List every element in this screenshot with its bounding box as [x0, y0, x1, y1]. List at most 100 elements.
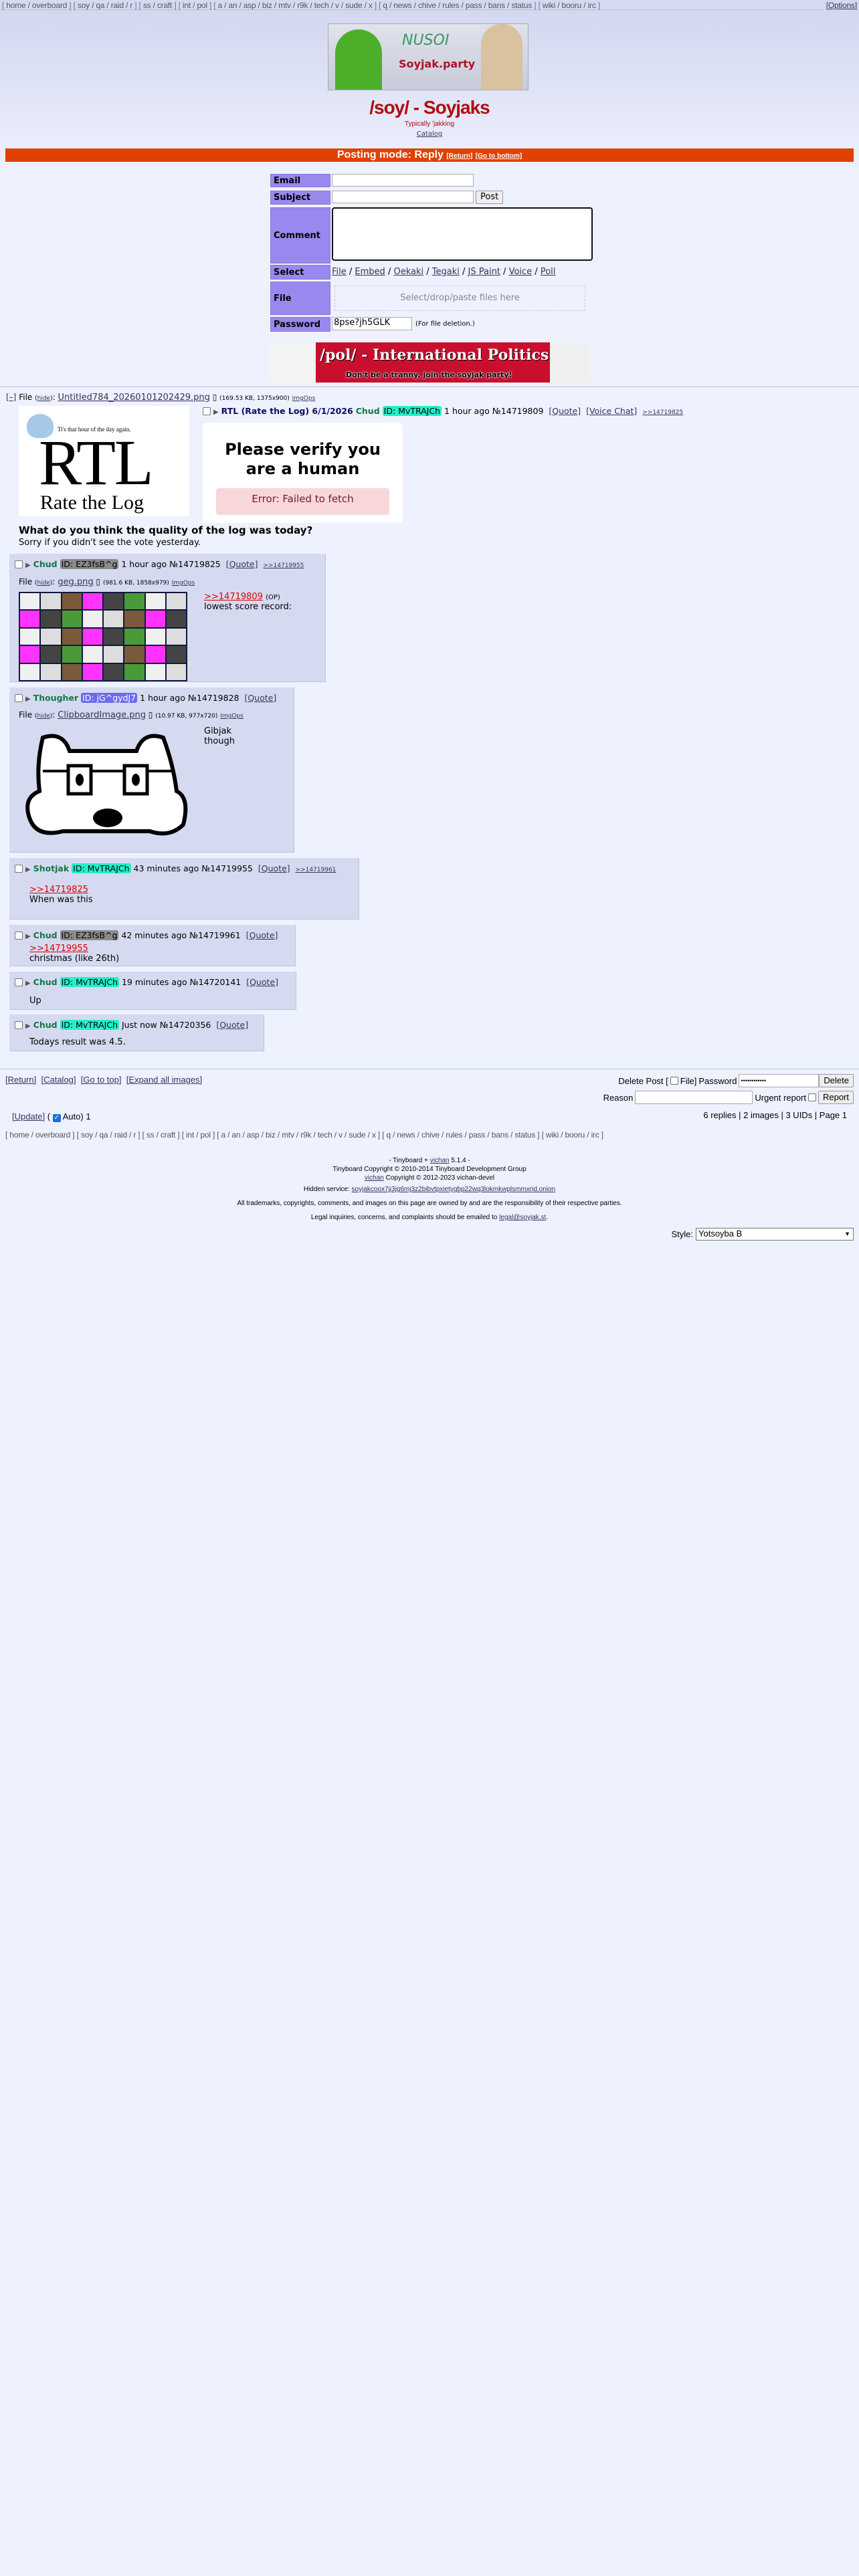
bottom-link[interactable]: [Expand all images]	[126, 1075, 203, 1085]
voice-chat-link[interactable]: [Voice Chat]	[586, 406, 638, 416]
nav-link-a[interactable]: a	[221, 1130, 226, 1140]
poster-id[interactable]: ID: MvTRAJCh	[382, 406, 442, 416]
poster-id[interactable]: ID: EZ3fsB^g	[60, 559, 119, 569]
nav-link-v[interactable]: v	[335, 1, 339, 10]
nav-link-ss[interactable]: ss	[146, 1130, 155, 1140]
report-button[interactable]: Report	[818, 1091, 854, 1104]
nav-link-biz[interactable]: biz	[262, 1, 272, 10]
nav-link-wiki[interactable]: wiki	[545, 1130, 559, 1140]
nav-link-craft[interactable]: craft	[160, 1130, 176, 1140]
backlink[interactable]: >>14719955	[263, 562, 304, 569]
post-menu-arrow-icon[interactable]: ▶	[25, 980, 31, 987]
post-number[interactable]: №14719828	[187, 693, 240, 703]
nav-link-booru[interactable]: booru	[565, 1130, 585, 1140]
nav-link-status[interactable]: status	[514, 1130, 536, 1140]
style-select[interactable]: Yotsoyba B ▼	[696, 1228, 854, 1241]
return-link[interactable]: [Return]	[446, 152, 473, 160]
post-checkbox[interactable]	[15, 560, 23, 568]
op-image[interactable]: Ti's that hour of the day again. RTL Rat…	[19, 406, 189, 516]
nav-link-wiki[interactable]: wiki	[542, 1, 556, 10]
nav-link-soy[interactable]: soy	[77, 1, 90, 10]
hide-file-link[interactable]: hide	[37, 395, 51, 402]
bottom-link[interactable]: [Return]	[5, 1075, 37, 1085]
file-link[interactable]: Untitled784_20260101202429.png	[58, 393, 210, 403]
nav-link-bans[interactable]: bans	[491, 1130, 508, 1140]
post-number[interactable]: №14719955	[201, 863, 253, 873]
nav-link-raid[interactable]: raid	[114, 1130, 127, 1140]
reply-image[interactable]	[19, 592, 187, 681]
download-icon[interactable]: ▯	[148, 710, 153, 720]
imgops-link[interactable]: ImgOps	[220, 713, 244, 720]
nav-link-qa[interactable]: qa	[99, 1130, 108, 1140]
gibjak-image[interactable]	[23, 731, 197, 845]
update-link[interactable]: [Update]	[12, 1111, 45, 1121]
backlink[interactable]: >>14719825	[642, 409, 684, 416]
nav-link-status[interactable]: status	[511, 1, 533, 10]
comment-field[interactable]	[332, 207, 593, 261]
post-checkbox[interactable]	[203, 407, 211, 415]
post-checkbox[interactable]	[15, 978, 23, 986]
nav-link-x[interactable]: x	[368, 1, 373, 10]
nav-link-chive[interactable]: chive	[417, 1, 436, 10]
poster-id[interactable]: ID: jG^gydJ7	[81, 693, 138, 703]
post-checkbox[interactable]	[15, 865, 23, 873]
post-menu-arrow-icon[interactable]: ▶	[25, 1023, 31, 1030]
nav-link-pass[interactable]: pass	[465, 1, 482, 10]
nav-link-pol[interactable]: pol	[200, 1130, 211, 1140]
poster-id[interactable]: ID: EZ3fsB^g	[60, 930, 119, 940]
quote-link[interactable]: [Quote]	[216, 1020, 249, 1030]
nav-link-sude[interactable]: sude	[349, 1130, 366, 1140]
select-option[interactable]: Poll	[540, 267, 556, 277]
nav-link-bans[interactable]: bans	[488, 1, 505, 10]
nav-link-home[interactable]: home	[9, 1130, 29, 1140]
quote-reference[interactable]: >>14719825	[29, 885, 88, 895]
file-link[interactable]: ClipboardImage.png	[58, 710, 146, 720]
nav-link-asp[interactable]: asp	[243, 1, 256, 10]
quote-reference[interactable]: >>14719955	[29, 944, 88, 954]
select-option[interactable]: JS Paint	[468, 267, 500, 277]
poster-id[interactable]: ID: MvTRAJCh	[60, 977, 119, 987]
hide-file-link[interactable]: hide	[37, 713, 50, 720]
vichan-link[interactable]: vichan	[430, 1157, 450, 1164]
bottom-link[interactable]: [Go to top]	[80, 1075, 122, 1085]
nav-link-booru[interactable]: booru	[561, 1, 582, 10]
captcha-widget[interactable]: Please verify you are a human Error: Fai…	[203, 423, 403, 523]
nav-link-x[interactable]: x	[371, 1130, 376, 1140]
nav-link-soy[interactable]: soy	[80, 1130, 93, 1140]
poster-id[interactable]: ID: MvTRAJCh	[60, 1020, 119, 1030]
reason-field[interactable]	[635, 1091, 753, 1104]
post-menu-arrow-icon[interactable]: ▶	[25, 695, 31, 703]
imgops-link[interactable]: ImgOps	[171, 580, 195, 586]
nav-link-an[interactable]: an	[231, 1130, 241, 1140]
nav-link-an[interactable]: an	[228, 1, 237, 10]
nav-link-int[interactable]: int	[185, 1130, 194, 1140]
post-checkbox[interactable]	[15, 932, 23, 940]
bottom-link[interactable]: [Catalog]	[41, 1075, 76, 1085]
go-bottom-link[interactable]: [Go to bottom]	[475, 152, 522, 160]
imgops-link[interactable]: ImgOps	[292, 395, 316, 402]
nav-link-q[interactable]: q	[383, 1, 387, 10]
download-icon[interactable]: ▯	[212, 393, 217, 402]
post-menu-arrow-icon[interactable]: ▶	[25, 866, 31, 873]
nav-link-q[interactable]: q	[386, 1130, 391, 1140]
quote-link[interactable]: [Quote]	[225, 559, 258, 569]
options-button[interactable]: [Options]	[823, 1, 857, 10]
nav-link-mtv[interactable]: mtv	[282, 1130, 294, 1140]
nav-link-raid[interactable]: raid	[110, 1, 124, 10]
nav-link-overboard[interactable]: overboard	[35, 1130, 71, 1140]
file-link[interactable]: geg.png	[58, 577, 94, 587]
delete-password-field[interactable]: ••••••••••••	[739, 1074, 820, 1087]
quote-reference[interactable]: >>14719809	[204, 592, 263, 602]
nav-link-pol[interactable]: pol	[197, 1, 207, 10]
subject-field[interactable]	[332, 191, 474, 203]
post-number[interactable]: №14719809	[492, 406, 544, 416]
select-option[interactable]: File	[332, 267, 347, 277]
nav-link-pass[interactable]: pass	[468, 1130, 486, 1140]
quote-link[interactable]: [Quote]	[549, 406, 581, 416]
nav-link-ss[interactable]: ss	[142, 1, 151, 10]
select-option[interactable]: Oekaki	[393, 267, 424, 277]
nav-link-qa[interactable]: qa	[96, 1, 105, 10]
post-number[interactable]: №14719961	[189, 930, 241, 940]
email-field[interactable]	[332, 174, 474, 187]
legal-email-link[interactable]: legal@soyjak.st	[499, 1214, 547, 1221]
